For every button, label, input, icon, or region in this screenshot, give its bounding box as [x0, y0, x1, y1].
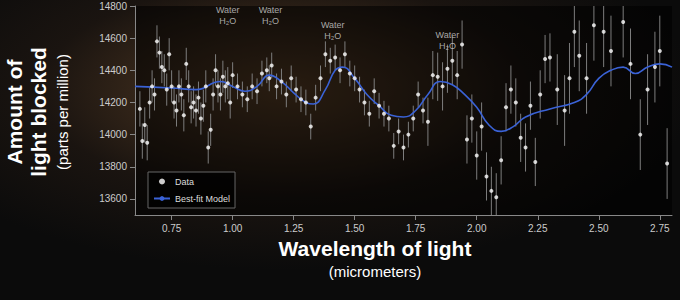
svg-text:2.00: 2.00 [467, 223, 487, 234]
svg-text:2.50: 2.50 [589, 223, 609, 234]
svg-text:14800: 14800 [99, 1, 127, 12]
svg-text:14600: 14600 [99, 33, 127, 44]
svg-text:2.75: 2.75 [650, 223, 670, 234]
svg-text:(parts per million): (parts per million) [54, 54, 71, 170]
svg-text:Wavelength of light: Wavelength of light [279, 237, 472, 260]
svg-text:Water: Water [216, 5, 240, 15]
svg-text:14000: 14000 [99, 129, 127, 140]
svg-text:Water: Water [436, 30, 460, 40]
svg-text:H₂O: H₂O [324, 31, 341, 41]
svg-text:light blocked: light blocked [27, 47, 50, 177]
svg-text:13800: 13800 [99, 161, 127, 172]
svg-text:1.25: 1.25 [284, 223, 304, 234]
svg-text:H₂O: H₂O [262, 16, 279, 26]
svg-text:14400: 14400 [99, 65, 127, 76]
svg-text:1.75: 1.75 [406, 223, 426, 234]
svg-text:0.75: 0.75 [162, 223, 182, 234]
svg-text:Amount of: Amount of [3, 59, 26, 165]
svg-text:2.25: 2.25 [528, 223, 548, 234]
svg-text:H₂O: H₂O [219, 16, 236, 26]
svg-text:Best-fit Model: Best-fit Model [175, 194, 230, 204]
svg-text:14200: 14200 [99, 97, 127, 108]
svg-text:Water: Water [259, 5, 283, 15]
svg-text:H₂O: H₂O [439, 41, 456, 51]
svg-text:(micrometers): (micrometers) [329, 263, 422, 280]
svg-text:1.50: 1.50 [345, 223, 365, 234]
svg-text:13600: 13600 [99, 193, 127, 204]
svg-text:Data: Data [175, 177, 194, 187]
svg-text:Water: Water [321, 20, 345, 30]
svg-text:1.00: 1.00 [223, 223, 243, 234]
